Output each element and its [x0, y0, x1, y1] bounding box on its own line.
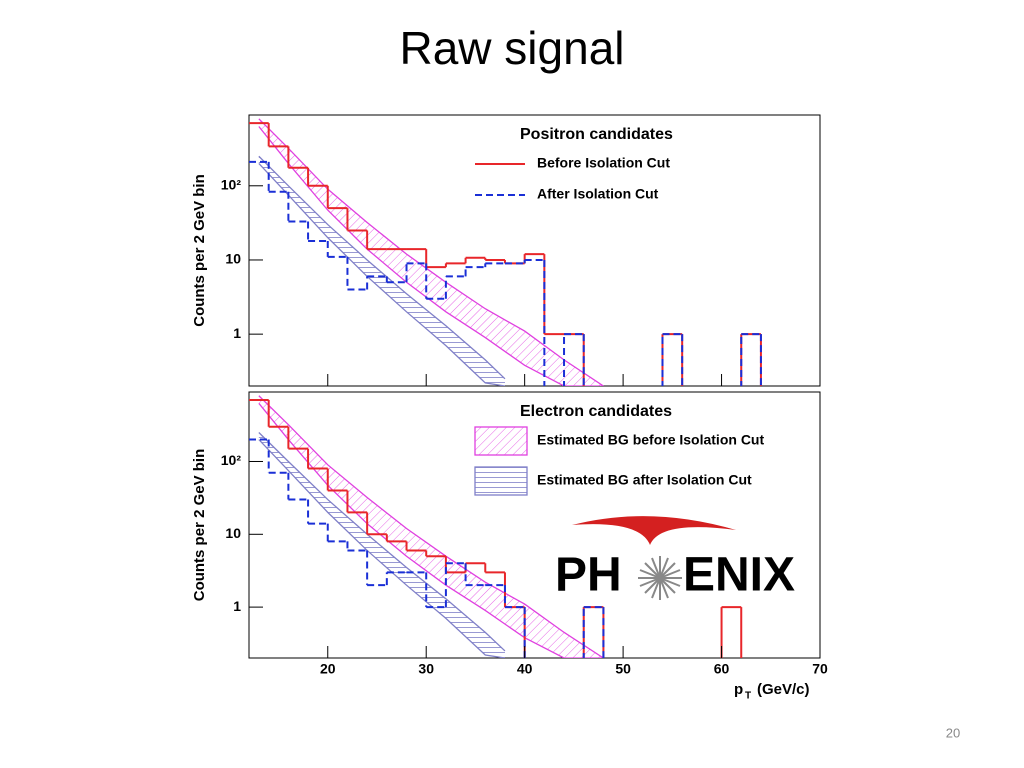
legend-swatch	[474, 426, 528, 456]
plot-area	[249, 118, 762, 386]
plot-frame	[248, 114, 821, 387]
legend-label: Before Isolation Cut	[537, 155, 670, 171]
x-axis-label: T	[745, 691, 751, 702]
legend-label: Estimated BG before Isolation Cut	[537, 432, 764, 448]
logo-text: PH	[555, 549, 622, 602]
plot-area	[249, 395, 743, 658]
logo-arc	[572, 516, 736, 545]
x-axis-label: (GeV/c)	[757, 681, 810, 698]
x-tick-label: 20	[320, 661, 336, 677]
logo: PH ENIX	[555, 516, 795, 602]
slide-title: Raw signal	[400, 22, 625, 74]
band-edge	[258, 163, 506, 386]
x-tick-label: 60	[714, 661, 730, 677]
band-edge	[258, 439, 506, 658]
legend-title: Electron candidates	[520, 403, 672, 420]
y-tick-label: 10	[225, 251, 241, 267]
logo-text: ENIX	[683, 549, 795, 602]
band-edge	[258, 395, 604, 658]
plot-frame	[248, 391, 821, 659]
logo-star	[638, 556, 682, 600]
x-tick-label: 70	[812, 661, 828, 677]
y-tick-label: 10²	[221, 176, 242, 192]
legend-swatch	[474, 466, 528, 496]
legend-label: After Isolation Cut	[537, 186, 659, 202]
y-tick-label: 10	[225, 525, 241, 541]
x-axis-label: p	[734, 681, 743, 698]
x-tick-label: 40	[517, 661, 533, 677]
x-tick-label: 50	[615, 661, 631, 677]
y-axis-label: Counts per 2 GeV bin	[191, 174, 208, 327]
y-axis-label: Counts per 2 GeV bin	[191, 449, 208, 602]
bg-band	[258, 156, 505, 386]
legend-title: Positron candidates	[520, 126, 673, 143]
x-tick-label: 30	[418, 661, 434, 677]
y-tick-label: 10²	[221, 452, 242, 468]
y-tick-label: 1	[233, 598, 241, 614]
y-tick-label: 1	[233, 325, 241, 341]
page-number: 20	[946, 725, 960, 740]
band-edge	[258, 432, 506, 652]
bg-band	[258, 432, 505, 658]
legend-label: Estimated BG after Isolation Cut	[537, 472, 752, 488]
